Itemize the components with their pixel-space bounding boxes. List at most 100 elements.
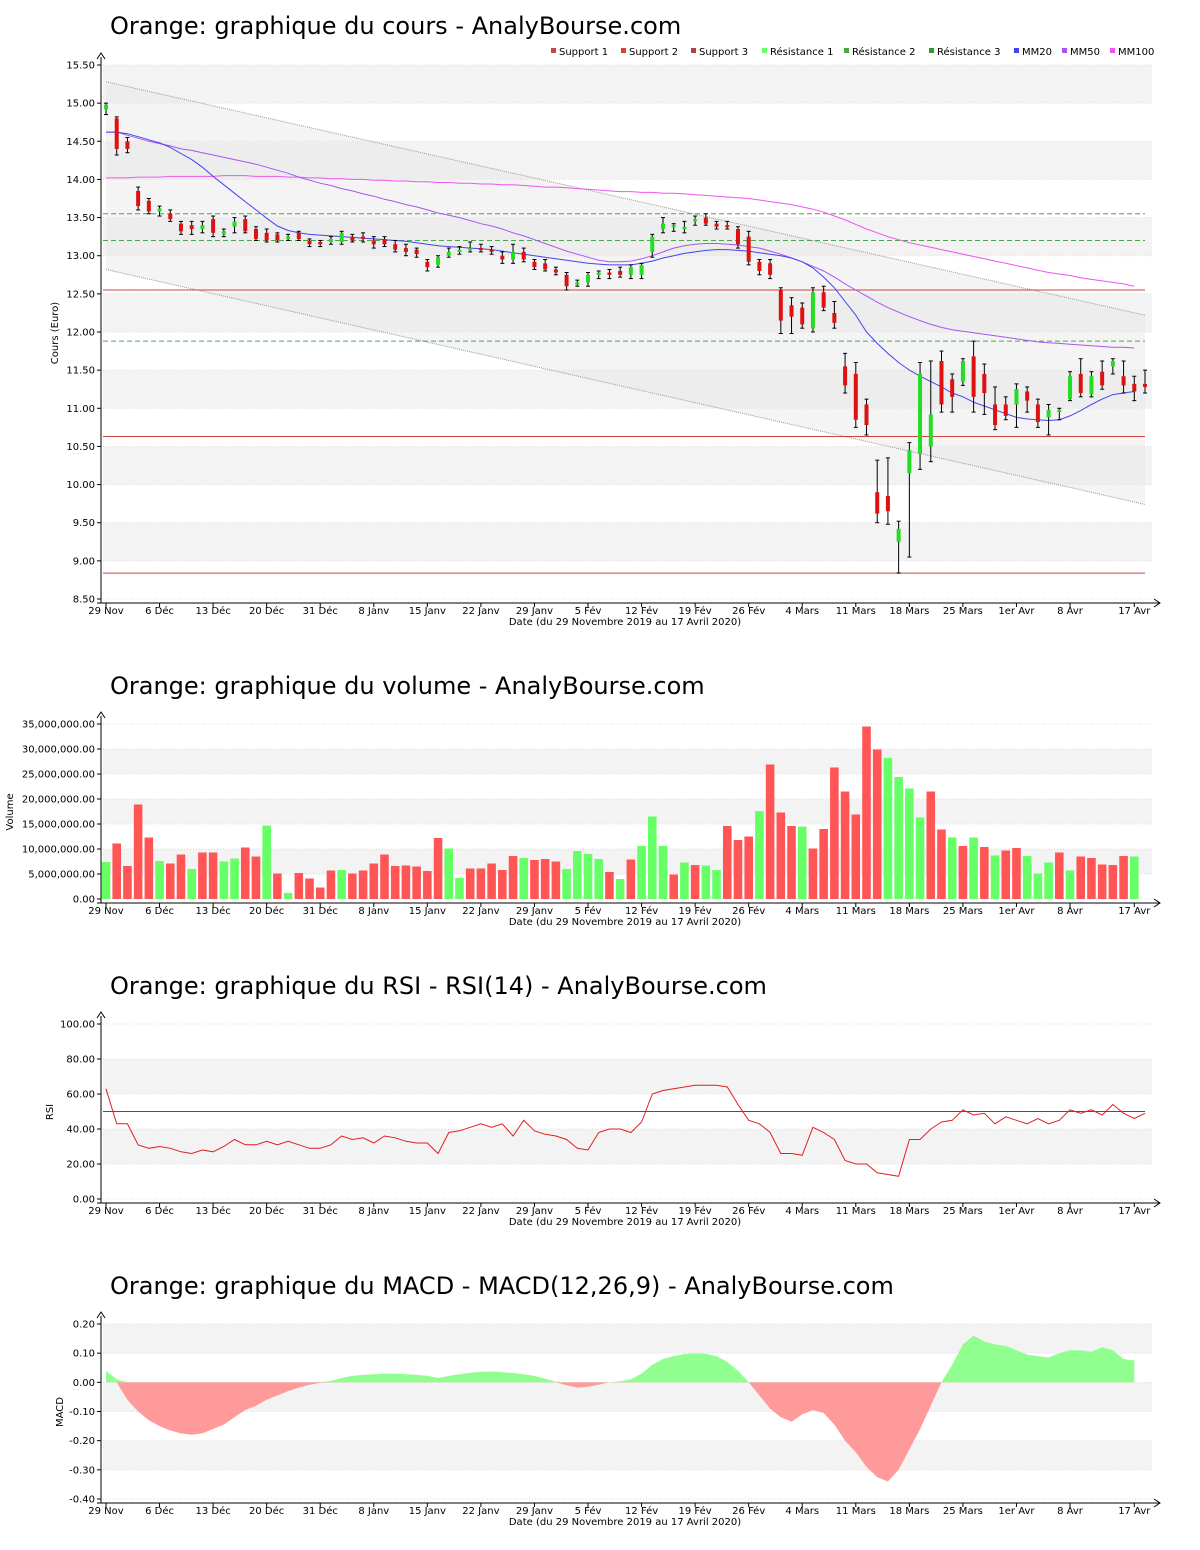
candle xyxy=(532,259,537,270)
volume-x-tick-label: 15 Janv xyxy=(409,906,446,917)
volume-y-axis-arrow xyxy=(96,711,106,719)
volume-bar xyxy=(305,878,314,899)
volume-bar xyxy=(519,858,529,899)
price-chart: Orange: graphique du cours - AnalyBourse… xyxy=(50,12,1161,628)
candle xyxy=(768,259,773,280)
candle xyxy=(1025,386,1030,413)
candle-body xyxy=(521,251,526,260)
volume-bar xyxy=(915,817,925,899)
candle xyxy=(168,209,173,222)
rsi-x-tick-label: 11 Mars xyxy=(836,1206,876,1217)
volume-bar xyxy=(540,859,550,899)
volume-bar xyxy=(1097,864,1107,899)
price-grid-band xyxy=(103,370,1152,409)
candle-body xyxy=(960,360,965,382)
candle xyxy=(735,226,740,249)
candle-body xyxy=(468,248,473,251)
candle-body xyxy=(211,219,216,233)
candle xyxy=(1068,371,1073,402)
legend-swatch xyxy=(691,48,696,53)
candle-body xyxy=(586,274,591,283)
price-y-tick-label: 11.50 xyxy=(66,366,95,377)
volume-y-axis-label: Volume xyxy=(5,793,16,830)
candle-body xyxy=(146,200,151,212)
candle-body xyxy=(682,226,687,230)
candle xyxy=(907,442,912,558)
macd-x-axis-label: Date (du 29 Novembre 2019 au 17 Avril 20… xyxy=(509,1517,741,1528)
candle xyxy=(875,459,880,524)
volume-bar xyxy=(947,837,957,899)
legend-label: Résistance 3 xyxy=(937,46,1000,58)
macd-x-tick-label: 13 Déc xyxy=(195,1505,230,1517)
candle xyxy=(843,352,848,394)
candle-body xyxy=(607,272,612,275)
candle xyxy=(564,271,569,291)
volume-bar xyxy=(1119,856,1128,899)
rsi-grid-band xyxy=(103,1129,1152,1164)
price-y-tick-label: 15.00 xyxy=(66,99,95,110)
price-x-tick-label: 25 Mars xyxy=(943,606,983,617)
rsi-x-tick-label: 13 Déc xyxy=(195,1205,230,1217)
candle xyxy=(403,243,408,257)
candle-body xyxy=(275,234,280,241)
volume-x-tick-label: 11 Mars xyxy=(836,906,876,917)
candle xyxy=(628,264,633,280)
candle-body xyxy=(832,312,837,323)
legend-label: Résistance 1 xyxy=(770,46,833,58)
price-x-tick-label: 5 Fév xyxy=(575,605,602,617)
price-grid-band xyxy=(103,293,1152,332)
candle xyxy=(660,217,665,234)
volume-x-tick-label: 31 Déc xyxy=(303,905,338,917)
volume-bar xyxy=(123,866,132,899)
volume-bar xyxy=(872,749,882,899)
candle xyxy=(511,243,516,264)
volume-bar xyxy=(187,869,196,899)
candle-body xyxy=(1003,404,1008,416)
macd-y-tick-label: -0.30 xyxy=(69,1465,95,1476)
candle xyxy=(286,233,291,241)
candle xyxy=(714,220,719,230)
volume-bar xyxy=(615,879,625,899)
candle-body xyxy=(1046,409,1051,418)
macd-y-tick-label: -0.20 xyxy=(69,1436,95,1447)
candle xyxy=(146,198,151,215)
volume-bar xyxy=(722,826,732,899)
price-y-tick-label: 14.00 xyxy=(66,175,95,186)
candle xyxy=(189,220,194,235)
macd-x-tick-label: 11 Mars xyxy=(836,1506,876,1517)
legend-label: MM100 xyxy=(1118,47,1154,58)
candle-body xyxy=(875,492,880,514)
candle-body xyxy=(489,249,494,252)
price-x-tick-label: 11 Mars xyxy=(836,606,876,617)
volume-bar xyxy=(1033,873,1043,899)
volume-bar xyxy=(155,861,164,899)
volume-x-tick-label: 29 Nov xyxy=(88,906,124,917)
macd-x-tick-label: 20 Déc xyxy=(249,1505,284,1517)
candle xyxy=(928,360,933,463)
candle-body xyxy=(232,221,237,227)
macd-x-tick-label: 12 Fév xyxy=(625,1505,658,1517)
volume-bar xyxy=(455,878,464,899)
macd-y-tick-label: -0.40 xyxy=(69,1495,95,1506)
volume-bar xyxy=(337,870,346,899)
volume-x-axis-arrow xyxy=(1153,898,1161,908)
candle xyxy=(993,386,998,431)
price-x-tick-label: 18 Mars xyxy=(889,606,929,617)
price-x-tick-label: 15 Janv xyxy=(409,606,446,617)
volume-bar xyxy=(251,856,261,899)
volume-x-tick-label: 6 Déc xyxy=(145,905,174,917)
volume-grid-band xyxy=(103,799,1152,824)
volume-bar xyxy=(733,840,743,899)
candle-body xyxy=(939,360,944,405)
price-grid-band xyxy=(103,522,1152,561)
candle xyxy=(918,362,923,470)
candle-body xyxy=(885,496,890,512)
candle-body xyxy=(768,263,773,275)
candle xyxy=(104,102,108,116)
candle xyxy=(939,350,944,413)
candle xyxy=(1014,383,1019,428)
volume-bar xyxy=(883,758,893,899)
rsi-x-axis-label: Date (du 29 Novembre 2019 au 17 Avril 20… xyxy=(509,1217,741,1228)
macd-x-tick-label: 6 Déc xyxy=(145,1505,174,1517)
